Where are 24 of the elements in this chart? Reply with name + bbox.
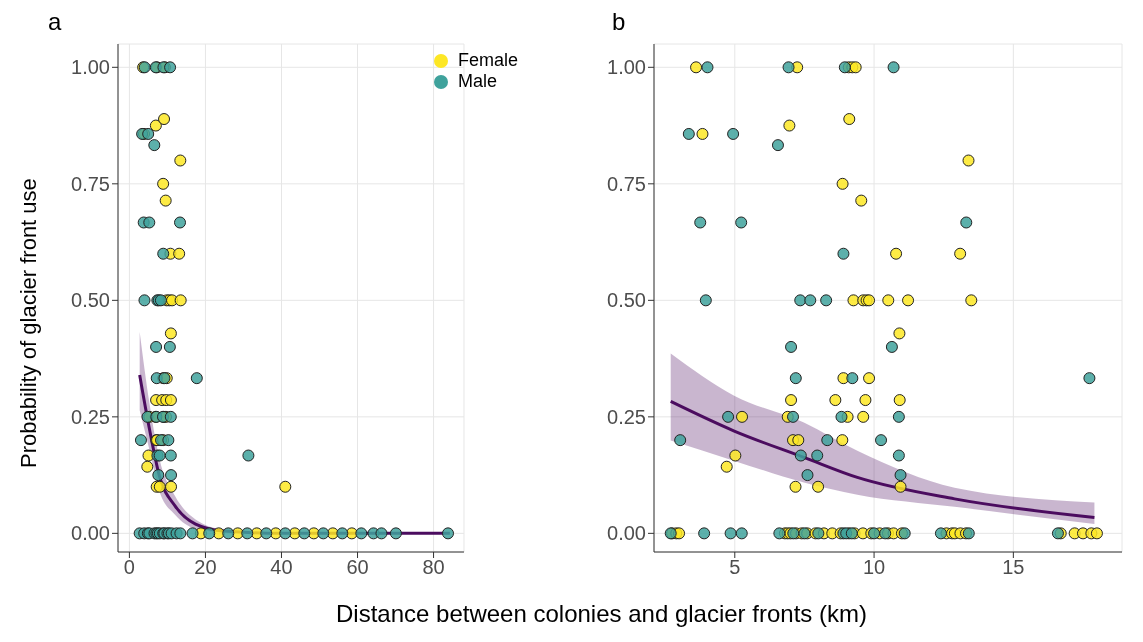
y-tick-label: 1.00 xyxy=(607,56,646,79)
y-tick-label: 0.75 xyxy=(71,172,110,195)
x-tick-label: 40 xyxy=(270,556,293,579)
legend-label: Female xyxy=(456,50,518,70)
y-tick-label: 0.75 xyxy=(607,172,646,195)
x-tick-label: 60 xyxy=(346,556,369,579)
chart-title: b xyxy=(611,8,627,37)
x-tick-label: 80 xyxy=(422,556,445,579)
chart-title: a xyxy=(47,8,63,37)
x-tick-label: 10 xyxy=(862,556,886,579)
x-axis-title: Distance between colonies and glacier fronts (km) xyxy=(335,600,868,628)
x-tick-label: 20 xyxy=(194,556,217,579)
x-tick-label: 5 xyxy=(729,556,741,579)
y-tick-label: 0.50 xyxy=(607,289,646,312)
x-tick-label: 0 xyxy=(123,556,135,579)
y-tick-label: 0.00 xyxy=(71,522,110,545)
y-tick-label: 1.00 xyxy=(71,56,110,79)
x-tick-label: 15 xyxy=(1002,556,1025,579)
y-tick-label: 0.25 xyxy=(607,405,646,428)
y-axis-title: Probability of glacier front use xyxy=(15,178,41,468)
y-tick-label: 0.50 xyxy=(71,289,110,312)
y-tick-label: 0.25 xyxy=(71,405,110,428)
legend-label: Male xyxy=(456,71,497,91)
y-tick-label: 0.00 xyxy=(607,522,646,545)
